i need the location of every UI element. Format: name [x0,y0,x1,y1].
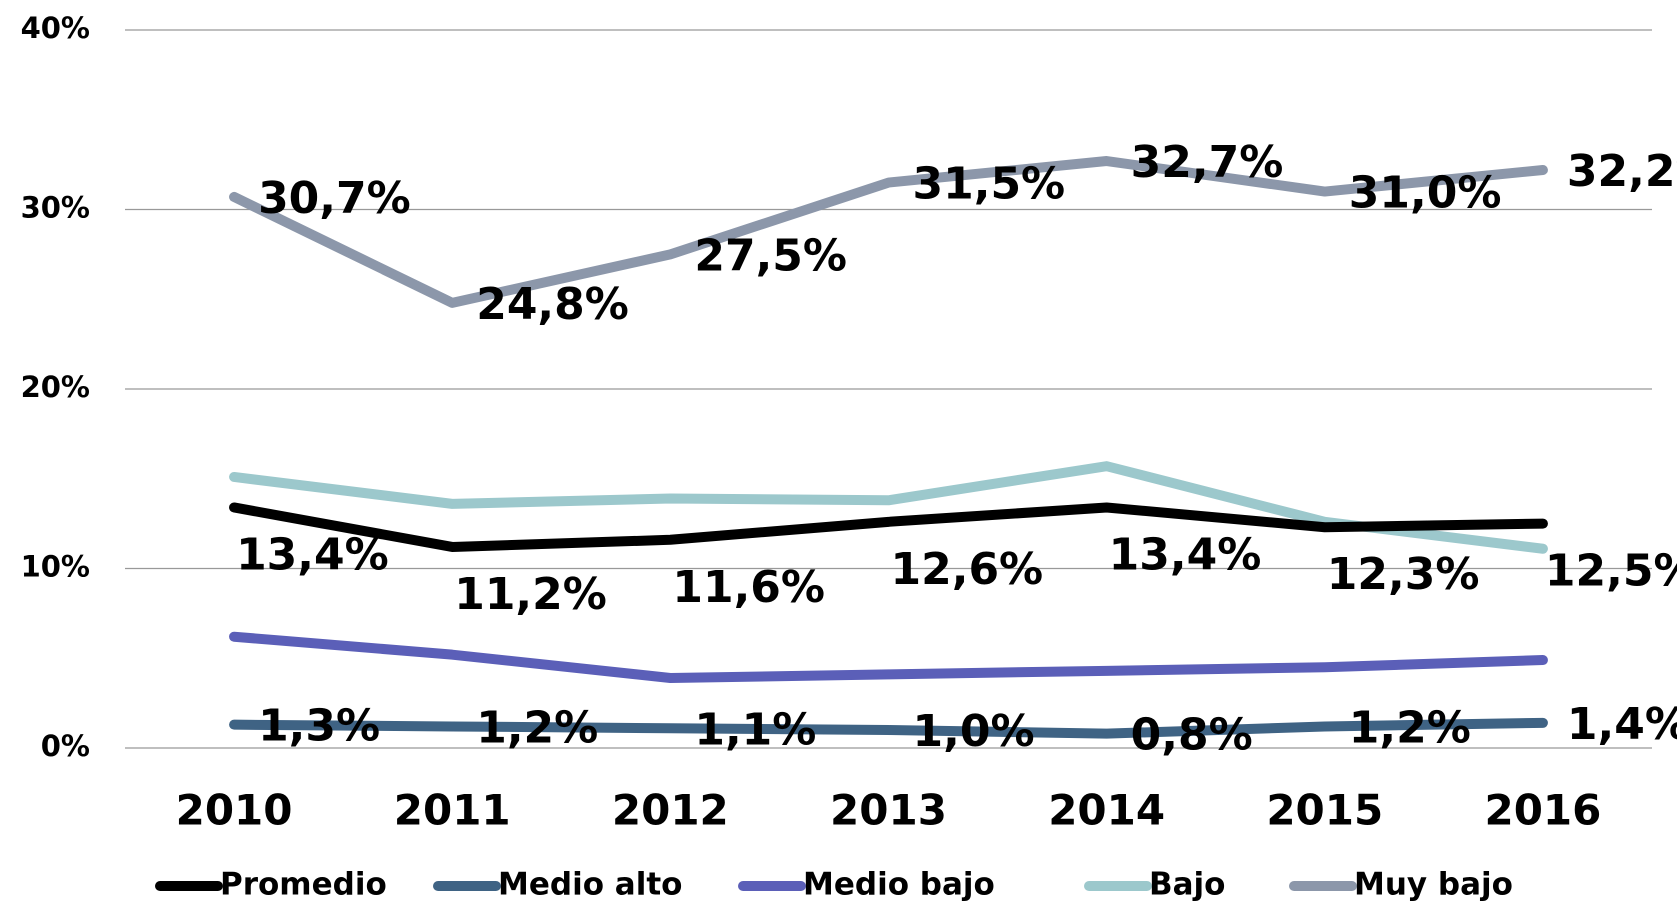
y-tick-label: 40% [21,11,90,45]
data-label: 31,5% [913,159,1066,210]
x-tick-label: 2014 [1048,786,1165,835]
data-label: 32,2% [1567,146,1677,197]
data-label: 1,2% [1349,702,1471,753]
data-label: 1,0% [913,706,1035,757]
x-tick-label: 2015 [1266,786,1383,835]
data-label: 11,6% [672,562,825,613]
legend-label: Promedio [220,867,387,903]
data-label: 13,4% [236,529,389,580]
data-label: 0,8% [1131,710,1253,761]
data-label: 27,5% [694,230,847,281]
series-line [229,631,1548,683]
x-tick-label: 2010 [176,786,293,835]
x-tick-label: 2011 [394,786,511,835]
data-label: 32,7% [1131,137,1284,188]
series-line [229,156,1548,308]
data-label: 1,1% [694,704,816,755]
data-label: 1,2% [476,702,598,753]
y-tick-label: 20% [21,370,90,404]
data-label: 1,3% [258,701,380,752]
data-label: 12,3% [1327,549,1480,600]
data-label: 13,4% [1109,529,1262,580]
legend-label: Muy bajo [1354,867,1513,903]
series-line [229,717,1548,739]
series-line [229,502,1548,552]
y-tick-label: 10% [21,550,90,584]
legend-label: Bajo [1149,867,1225,903]
data-label: 11,2% [454,569,607,620]
data-label: 24,8% [476,279,629,330]
legend-label: Medio alto [498,867,682,903]
series-line [229,461,1548,554]
data-label: 12,6% [891,544,1044,595]
y-tick-label: 30% [21,191,90,225]
data-label: 30,7% [258,173,411,224]
data-label: 12,5% [1545,546,1677,597]
data-label: 31,0% [1349,168,1502,219]
legend-label: Medio bajo [803,867,995,903]
x-tick-label: 2013 [830,786,947,835]
x-tick-label: 2016 [1484,786,1601,835]
y-tick-label: 0% [41,729,90,763]
data-label: 1,4% [1567,699,1677,750]
x-tick-label: 2012 [612,786,729,835]
